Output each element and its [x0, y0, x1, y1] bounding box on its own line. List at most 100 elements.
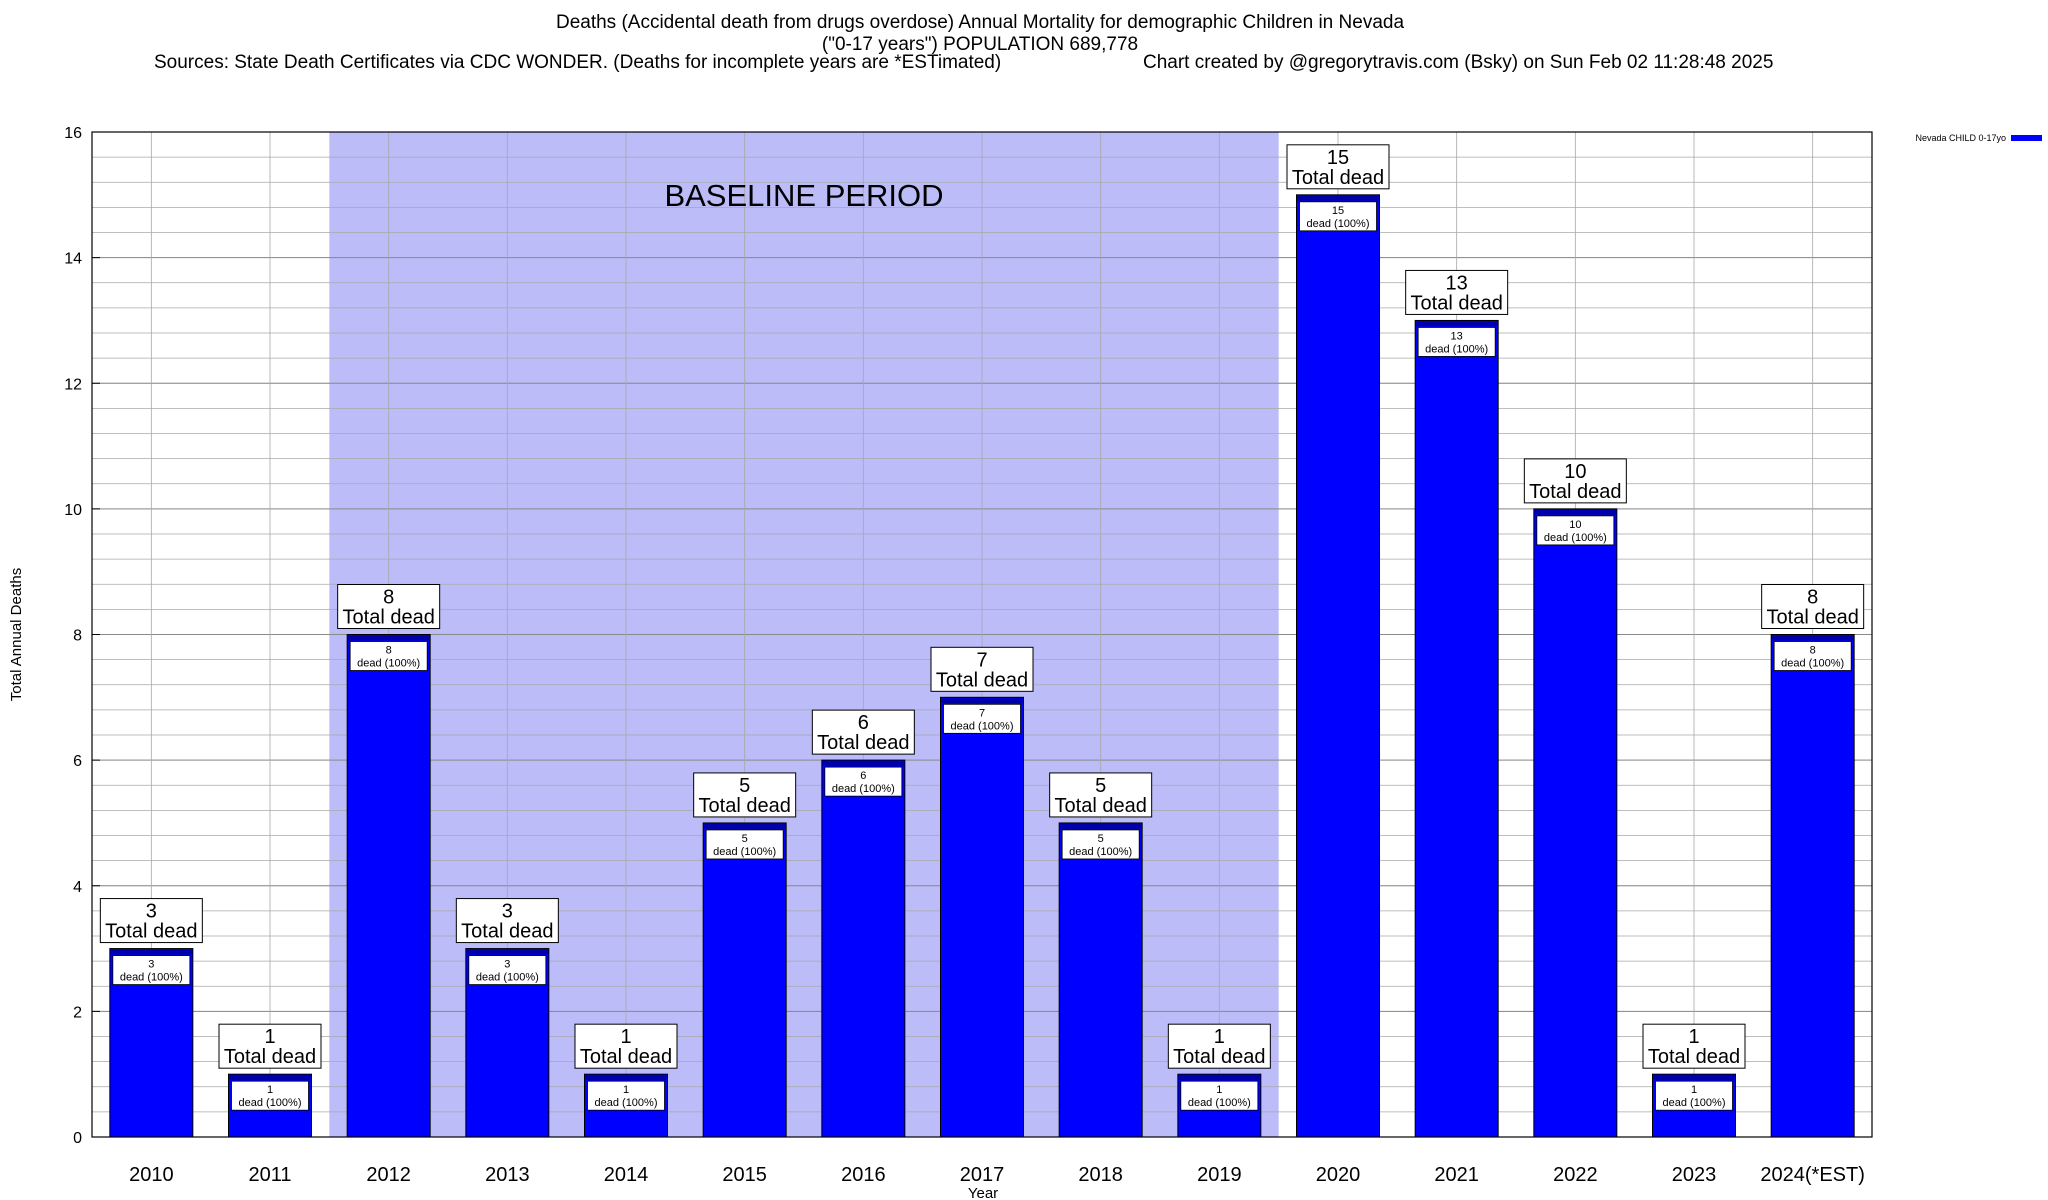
bar-inner-count: 1 [1691, 1084, 1697, 1096]
bar-inner-label-box [1536, 515, 1615, 546]
bar [1296, 194, 1380, 1138]
bar-inner-count: 1 [623, 1084, 629, 1096]
bar-inner-count: 5 [1098, 833, 1104, 845]
x-tick-label: 2020 [1316, 1164, 1361, 1186]
y-tick-label: 14 [64, 251, 82, 268]
bar-top-band [466, 949, 548, 955]
bar-total-caption: Total dead [1055, 795, 1147, 817]
bar-total-label-box [99, 898, 203, 944]
bar-inner-count: 1 [267, 1084, 273, 1096]
bar-inner-count: 5 [742, 833, 748, 845]
x-axis-title: Year [968, 1185, 998, 1200]
bar-inner-count: 3 [148, 959, 154, 971]
bar-total-label-box [811, 709, 915, 755]
bar-top-band [1653, 1075, 1735, 1081]
bar-total-value: 3 [146, 901, 157, 923]
bar-top-band [1416, 321, 1498, 327]
x-tick-label: 2010 [129, 1164, 174, 1186]
bar-top-band [1297, 195, 1379, 201]
bar-total-caption: Total dead [343, 607, 435, 629]
bar-inner-percent: dead (100%) [1069, 846, 1132, 858]
bar-total-caption: Total dead [461, 921, 553, 943]
bar-inner-count: 13 [1451, 330, 1463, 342]
bar-total-caption: Total dead [1411, 292, 1503, 314]
bar-top-band [1178, 1075, 1260, 1081]
x-tick-label: 2011 [248, 1164, 291, 1186]
bar [1058, 822, 1143, 1138]
y-tick-label: 4 [73, 879, 82, 896]
bar [1533, 508, 1618, 1138]
x-tick-label: 2019 [1197, 1164, 1242, 1186]
bar-total-value: 5 [1095, 775, 1106, 797]
x-tick-label: 2021 [1434, 1164, 1479, 1186]
y-tick-label: 12 [64, 376, 82, 393]
bar-inner-count: 3 [504, 959, 510, 971]
bar [940, 696, 1024, 1138]
bar-inner-percent: dead (100%) [1781, 658, 1844, 670]
bar-total-caption: Total dead [580, 1046, 672, 1068]
bar-total-value: 1 [620, 1026, 631, 1048]
bar-inner-percent: dead (100%) [357, 658, 420, 670]
bar-inner-label-box [1180, 1080, 1259, 1111]
x-tick-label: 2012 [366, 1164, 411, 1186]
y-tick-label: 10 [64, 502, 82, 519]
bar-total-label-box [574, 1023, 678, 1069]
bar-total-caption: Total dead [1292, 167, 1384, 189]
bar-inner-percent: dead (100%) [595, 1097, 658, 1109]
bar-total-label-box [337, 584, 441, 629]
bar-total-caption: Total dead [105, 921, 197, 943]
chart-title-block: Deaths (Accidental death from drugs over… [0, 12, 1960, 56]
bar-inner-count: 10 [1569, 519, 1581, 531]
bar-total-caption: Total dead [224, 1046, 316, 1068]
y-tick-label: 6 [73, 753, 82, 770]
bar-inner-percent: dead (100%) [1663, 1097, 1726, 1109]
bar-inner-label-box [1417, 327, 1496, 357]
bar-top-band [704, 823, 786, 829]
bar-total-caption: Total dead [936, 669, 1028, 691]
bar-total-label-box [1286, 144, 1390, 190]
bar-inner-label-box [943, 703, 1021, 734]
chart-title: Deaths (Accidental death from drugs over… [555, 12, 1405, 33]
bar-inner-count: 6 [860, 770, 866, 782]
chart-sources-note: Sources: State Death Certificates via CD… [154, 52, 1002, 73]
bar-total-caption: Total dead [1648, 1046, 1740, 1068]
x-tick-label: 2015 [722, 1164, 767, 1186]
x-tick-label: 2023 [1672, 1164, 1717, 1186]
bar-top-band [585, 1075, 667, 1081]
x-tick-label: 2014 [604, 1164, 649, 1186]
bar [346, 634, 431, 1138]
chart-subtitle-population: ("0-17 years") POPULATION 689,778 [821, 34, 1139, 55]
bar-total-caption: Total dead [1529, 481, 1621, 503]
bar-inner-percent: dead (100%) [1544, 532, 1607, 544]
bar-inner-label-box [231, 1080, 309, 1111]
bar-total-value: 1 [264, 1026, 275, 1048]
y-axis-title: Total Annual Deaths [8, 568, 25, 701]
bar-inner-label-box [587, 1080, 665, 1111]
bar-total-value: 10 [1564, 461, 1586, 483]
bar-inner-label-box [1773, 641, 1852, 671]
legend-label: Nevada CHILD 0-17yo [1915, 133, 2006, 143]
x-tick-label: 2018 [1078, 1164, 1123, 1186]
bar [1770, 634, 1855, 1138]
bar-top-band [348, 635, 430, 641]
bar-inner-percent: dead (100%) [832, 783, 895, 795]
bar-total-value: 8 [383, 587, 394, 609]
bar-total-caption: Total dead [817, 732, 909, 754]
bar-total-value: 6 [858, 712, 869, 734]
bar [702, 822, 787, 1138]
x-tick-label: 2022 [1553, 1164, 1598, 1186]
bar-inner-label-box [112, 955, 191, 985]
bar-top-band [1772, 635, 1854, 641]
bar-inner-count: 8 [1810, 645, 1816, 657]
bar-total-label-box [693, 772, 797, 818]
legend-swatch [2011, 135, 2042, 141]
bar-inner-percent: dead (100%) [1425, 343, 1488, 355]
bar-top-band [822, 761, 904, 767]
bar-total-label-box [1523, 458, 1627, 504]
bar [1414, 319, 1499, 1138]
bar-total-label-box [930, 646, 1034, 692]
y-tick-label: 0 [73, 1130, 82, 1147]
bar-total-value: 15 [1327, 147, 1349, 169]
bar-inner-percent: dead (100%) [239, 1097, 302, 1109]
